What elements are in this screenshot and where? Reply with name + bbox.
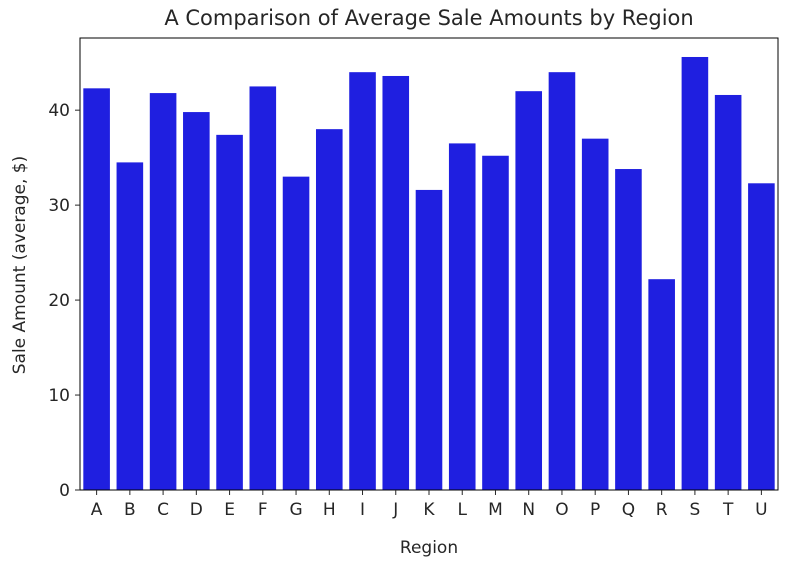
x-tick-label: C bbox=[157, 500, 169, 520]
bar-M bbox=[482, 155, 509, 490]
y-tick-label: 40 bbox=[48, 101, 70, 121]
y-tick-label: 10 bbox=[48, 386, 70, 406]
x-tick-label: H bbox=[323, 500, 336, 520]
bar-J bbox=[382, 75, 410, 490]
bar-C bbox=[149, 93, 177, 490]
y-tick-label: 30 bbox=[48, 196, 70, 216]
bar-R bbox=[648, 279, 675, 490]
x-tick-label: F bbox=[258, 500, 268, 520]
bar-P bbox=[581, 138, 609, 490]
bar-O bbox=[548, 72, 576, 491]
x-tick-label: E bbox=[224, 500, 235, 520]
x-tick-label: I bbox=[360, 500, 365, 520]
x-tick-label: O bbox=[555, 500, 568, 520]
bar-N bbox=[515, 91, 543, 491]
x-tick-label: L bbox=[457, 500, 467, 520]
x-tick-label: Q bbox=[622, 500, 635, 520]
x-tick-label: B bbox=[124, 500, 136, 520]
x-tick-label: D bbox=[190, 500, 203, 520]
bars-layer bbox=[83, 56, 775, 491]
x-tick-label: G bbox=[289, 500, 302, 520]
x-tick-label: T bbox=[722, 500, 734, 520]
x-tick-label: N bbox=[522, 500, 535, 520]
y-axis: 0 10 20 30 40 bbox=[48, 101, 80, 501]
bar-G bbox=[282, 176, 310, 490]
bar-F bbox=[249, 86, 277, 491]
x-tick-label: R bbox=[656, 500, 668, 520]
x-tick-label: S bbox=[690, 500, 701, 520]
bar-T bbox=[714, 94, 742, 490]
y-tick-label: 20 bbox=[48, 291, 70, 311]
x-tick-label: U bbox=[755, 500, 767, 520]
x-axis-label: Region bbox=[400, 538, 458, 558]
chart-title: A Comparison of Average Sale Amounts by … bbox=[164, 6, 693, 30]
bar-L bbox=[448, 143, 476, 490]
bar-S bbox=[681, 56, 709, 491]
bar-A bbox=[83, 88, 110, 490]
bar-B bbox=[116, 162, 144, 490]
x-tick-label: K bbox=[423, 500, 435, 520]
x-tick-label: M bbox=[488, 500, 503, 520]
bar-H bbox=[315, 129, 343, 490]
x-tick-label: J bbox=[392, 500, 398, 520]
bar-I bbox=[349, 72, 376, 491]
y-axis-label: Sale Amount (average, $) bbox=[10, 156, 30, 375]
bar-K bbox=[415, 189, 443, 490]
bar-E bbox=[216, 134, 243, 491]
bar-U bbox=[748, 183, 775, 491]
x-tick-label: A bbox=[91, 500, 103, 520]
x-tick-label: P bbox=[590, 500, 600, 520]
bar-Q bbox=[615, 169, 642, 491]
bar-D bbox=[183, 112, 210, 490]
y-tick-label: 0 bbox=[59, 481, 70, 501]
